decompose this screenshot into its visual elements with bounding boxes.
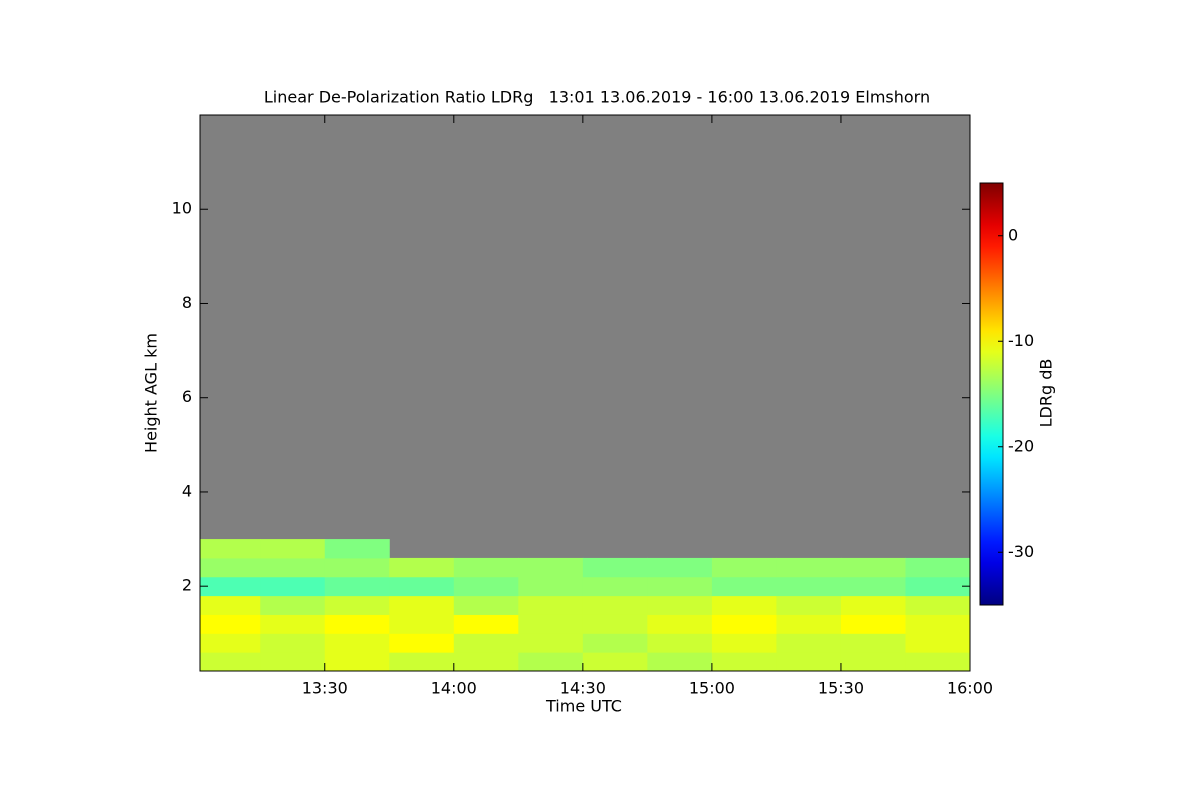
heatmap-cell xyxy=(905,633,971,653)
heatmap-cell xyxy=(518,614,584,634)
x-tick-label: 15:30 xyxy=(818,679,864,698)
heatmap-cell xyxy=(905,614,971,634)
heatmap-cell xyxy=(200,557,261,578)
x-tick-label: 14:00 xyxy=(431,679,477,698)
heatmap-cell xyxy=(582,557,648,578)
heatmap-cell xyxy=(582,614,648,634)
heatmap-cell xyxy=(518,557,584,578)
heatmap-cell xyxy=(711,576,777,597)
heatmap-cell xyxy=(200,576,261,597)
heatmap-cell xyxy=(389,557,455,578)
heatmap-cell xyxy=(840,595,906,615)
heatmap-cell xyxy=(260,557,326,578)
heatmap-cell xyxy=(776,633,842,653)
heatmap-cell xyxy=(453,652,519,672)
heatmap-cell xyxy=(518,633,584,653)
heatmap-cell xyxy=(453,576,519,597)
heatmap-cell xyxy=(776,576,842,597)
x-tick-label: 16:00 xyxy=(947,679,993,698)
heatmap-cell xyxy=(711,652,777,672)
heatmap-cell xyxy=(389,652,455,672)
colorbar-tick-label: 0 xyxy=(1008,225,1018,244)
heatmap-cell xyxy=(200,614,261,634)
heatmap-cell xyxy=(905,557,971,578)
heatmap-cell xyxy=(453,557,519,578)
chart-title: Linear De-Polarization Ratio LDRg 13:01 … xyxy=(264,88,930,107)
heatmap-cell xyxy=(453,595,519,615)
heatmap-cell xyxy=(776,614,842,634)
heatmap-cell xyxy=(840,576,906,597)
heatmap-cell xyxy=(647,595,713,615)
heatmap-cell xyxy=(518,652,584,672)
heatmap-cell xyxy=(582,633,648,653)
heatmap-cell xyxy=(324,539,390,559)
plot-frame xyxy=(199,114,971,672)
heatmap-cell xyxy=(776,557,842,578)
x-tick-label: 13:30 xyxy=(302,679,348,698)
heatmap-cell xyxy=(324,614,390,634)
heatmap-cell xyxy=(389,576,455,597)
heatmap-cell xyxy=(905,576,971,597)
heatmap-cell xyxy=(518,595,584,615)
heatmap-cell xyxy=(840,614,906,634)
heatmap-cell xyxy=(260,576,326,597)
heatmap-cell xyxy=(200,633,261,653)
heatmap-cell xyxy=(260,652,326,672)
heatmap-cell xyxy=(647,576,713,597)
heatmap-cell xyxy=(324,633,390,653)
x-axis-label: Time UTC xyxy=(545,697,622,716)
heatmap-cell xyxy=(840,633,906,653)
heatmap-cell xyxy=(582,576,648,597)
heatmap-cell xyxy=(453,614,519,634)
colorbar-tick-label: -20 xyxy=(1008,436,1034,455)
heatmap-cell xyxy=(200,539,261,559)
heatmap-cell xyxy=(389,633,455,653)
heatmap-cell xyxy=(647,633,713,653)
y-tick-label: 10 xyxy=(172,199,192,218)
colorbar-tick-label: -30 xyxy=(1008,542,1034,561)
heatmap-cell xyxy=(776,652,842,672)
colorbar xyxy=(979,182,1004,606)
y-tick-label: 8 xyxy=(182,293,192,312)
heatmap-cell xyxy=(389,595,455,615)
y-tick-label: 6 xyxy=(182,387,192,406)
heatmap-cell xyxy=(453,633,519,653)
heatmap-cell xyxy=(324,652,390,672)
heatmap-cell xyxy=(260,595,326,615)
heatmap-cell xyxy=(200,652,261,672)
heatmap-cell xyxy=(711,614,777,634)
heatmap-cell xyxy=(582,652,648,672)
heatmap-cell xyxy=(905,595,971,615)
heatmap-cell xyxy=(647,614,713,634)
heatmap-cell xyxy=(711,557,777,578)
heatmap-cell xyxy=(582,595,648,615)
y-tick-label: 4 xyxy=(182,481,192,500)
heatmap-cell xyxy=(200,595,261,615)
x-tick-label: 15:00 xyxy=(689,679,735,698)
heatmap-cell xyxy=(260,614,326,634)
heatmap-cell xyxy=(324,557,390,578)
heatmap-cell xyxy=(647,652,713,672)
colorbar-label: LDRg dB xyxy=(1037,359,1056,428)
heatmap-cell xyxy=(647,557,713,578)
heatmap-cell xyxy=(260,633,326,653)
heatmap-cell xyxy=(840,557,906,578)
heatmap-cell xyxy=(776,595,842,615)
x-tick-label: 14:30 xyxy=(560,679,606,698)
heatmap-cell xyxy=(518,576,584,597)
heatmap-cell xyxy=(711,595,777,615)
heatmap-cell xyxy=(905,652,971,672)
heatmap-cell xyxy=(389,614,455,634)
heatmap-cell xyxy=(324,595,390,615)
heatmap-cell xyxy=(840,652,906,672)
y-tick-label: 2 xyxy=(182,576,192,595)
heatmap-cell xyxy=(711,633,777,653)
heatmap-cell xyxy=(260,539,326,559)
colorbar-tick-label: -10 xyxy=(1008,331,1034,350)
y-axis-label: Height AGL km xyxy=(142,333,161,453)
heatmap-cell xyxy=(324,576,390,597)
